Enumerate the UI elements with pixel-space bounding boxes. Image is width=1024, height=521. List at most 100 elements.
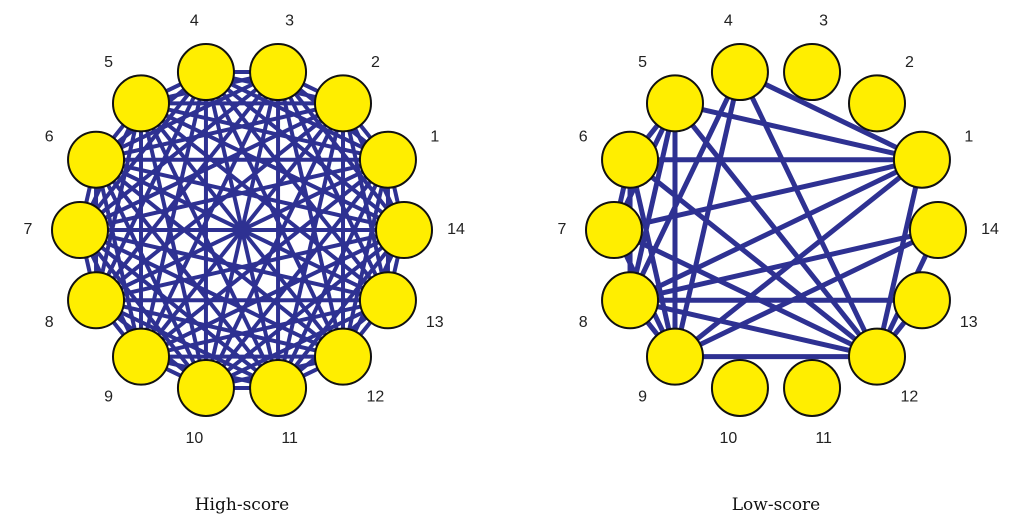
- node-6: [67, 130, 126, 189]
- node-9: [645, 327, 704, 386]
- edge-1-10: [204, 158, 390, 390]
- node-label-13: 13: [426, 314, 444, 331]
- edge-3-8: [94, 70, 280, 302]
- node-9: [111, 327, 170, 386]
- edge-12-7: [612, 227, 879, 359]
- edge-6-12: [94, 158, 345, 359]
- edge-8-4: [627, 70, 743, 302]
- node-label-3: 3: [819, 13, 828, 30]
- edge-6-14: [95, 157, 405, 232]
- node-label-13: 13: [960, 314, 978, 331]
- caption-high-score: High-score: [195, 495, 290, 515]
- edge-6-10: [94, 158, 208, 389]
- node-11: [249, 358, 308, 417]
- edge-10-13: [205, 298, 389, 390]
- edge-11-14: [276, 228, 406, 390]
- edge-1-12: [874, 159, 925, 358]
- node-12: [848, 327, 907, 386]
- node-1: [358, 130, 417, 189]
- edge-12-4: [737, 70, 880, 358]
- edge-8-5: [627, 102, 678, 301]
- edge-12-5: [673, 101, 879, 359]
- node-13: [358, 271, 417, 330]
- node-12: [314, 327, 373, 386]
- node-label-6: 6: [579, 128, 588, 145]
- edge-14-8: [629, 227, 939, 303]
- edge-4-13: [204, 70, 390, 302]
- edge-12-8: [629, 297, 878, 360]
- node-4: [710, 43, 769, 102]
- node-label-5: 5: [638, 54, 647, 71]
- node-label-11: 11: [281, 430, 298, 447]
- node-7: [51, 201, 109, 259]
- edge-9-13: [140, 298, 389, 359]
- node-label-1: 1: [430, 128, 439, 145]
- edge-1-7: [613, 157, 923, 233]
- node-label-10: 10: [719, 430, 737, 447]
- node-label-11: 11: [815, 430, 832, 447]
- node-8: [67, 271, 126, 330]
- node-label-2: 2: [371, 54, 380, 71]
- node-8: [601, 271, 660, 330]
- node-label-4: 4: [190, 13, 199, 30]
- node-label-7: 7: [24, 221, 33, 238]
- node-4: [176, 43, 235, 102]
- node-14: [375, 201, 433, 259]
- node-2: [848, 74, 907, 133]
- edge-14-9: [673, 227, 940, 359]
- node-label-9: 9: [104, 389, 113, 406]
- edge-3-14: [276, 70, 406, 232]
- edge-12-6: [628, 157, 879, 359]
- edge-5-14: [140, 101, 405, 232]
- node-1: [892, 130, 951, 189]
- node-label-14: 14: [447, 221, 465, 238]
- edge-7-13: [79, 228, 389, 303]
- node-label-12: 12: [367, 389, 385, 406]
- node-5: [111, 74, 170, 133]
- node-11: [783, 358, 842, 417]
- node-label-1: 1: [964, 128, 973, 145]
- node-label-14: 14: [981, 221, 999, 238]
- node-10: [710, 358, 769, 417]
- edge-1-5: [674, 100, 923, 163]
- node-label-10: 10: [185, 430, 203, 447]
- edge-9-4: [672, 71, 743, 358]
- node-label-5: 5: [104, 54, 113, 71]
- node-label-6: 6: [45, 128, 54, 145]
- edge-3-12: [276, 71, 345, 358]
- caption-low-score: Low-score: [732, 495, 821, 515]
- edge-9-14: [140, 228, 405, 359]
- node-13: [892, 271, 951, 330]
- edge-3-13: [276, 71, 390, 302]
- node-3: [249, 43, 308, 102]
- edge-2-11: [276, 102, 345, 389]
- node-7: [585, 201, 643, 259]
- edge-2-7: [79, 101, 344, 232]
- edge-7-11: [78, 228, 280, 390]
- node-label-3: 3: [285, 13, 294, 30]
- edge-5-10: [139, 102, 208, 389]
- node-label-2: 2: [905, 54, 914, 71]
- node-6: [601, 130, 660, 189]
- node-label-7: 7: [558, 221, 567, 238]
- edge-4-14: [204, 70, 406, 232]
- edge-5-11: [139, 102, 280, 389]
- node-10: [176, 358, 235, 417]
- node-label-8: 8: [45, 314, 54, 331]
- node-label-12: 12: [901, 389, 919, 406]
- node-2: [314, 74, 373, 133]
- edge-5-13: [139, 101, 390, 302]
- edge-4-12: [204, 71, 345, 358]
- node-label-4: 4: [724, 13, 733, 30]
- node-14: [909, 201, 967, 259]
- edge-6-11: [94, 158, 280, 390]
- edge-8-12: [95, 298, 344, 359]
- edge-10-14: [204, 228, 406, 390]
- edge-7-12: [79, 228, 344, 359]
- edge-1-4: [738, 69, 924, 162]
- node-label-8: 8: [579, 314, 588, 331]
- node-5: [645, 74, 704, 133]
- edge-8-14: [95, 228, 405, 303]
